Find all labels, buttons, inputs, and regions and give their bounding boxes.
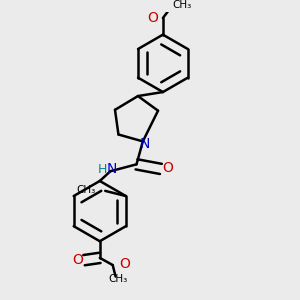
Text: O: O [72,253,83,267]
Text: CH₃: CH₃ [172,0,192,10]
Text: N: N [140,137,150,151]
Text: CH₃: CH₃ [77,185,96,195]
Text: O: O [119,257,130,272]
Text: O: O [162,161,173,176]
Text: H: H [98,163,107,176]
Text: CH₃: CH₃ [108,274,128,284]
Text: O: O [147,11,158,25]
Text: N: N [107,162,117,176]
